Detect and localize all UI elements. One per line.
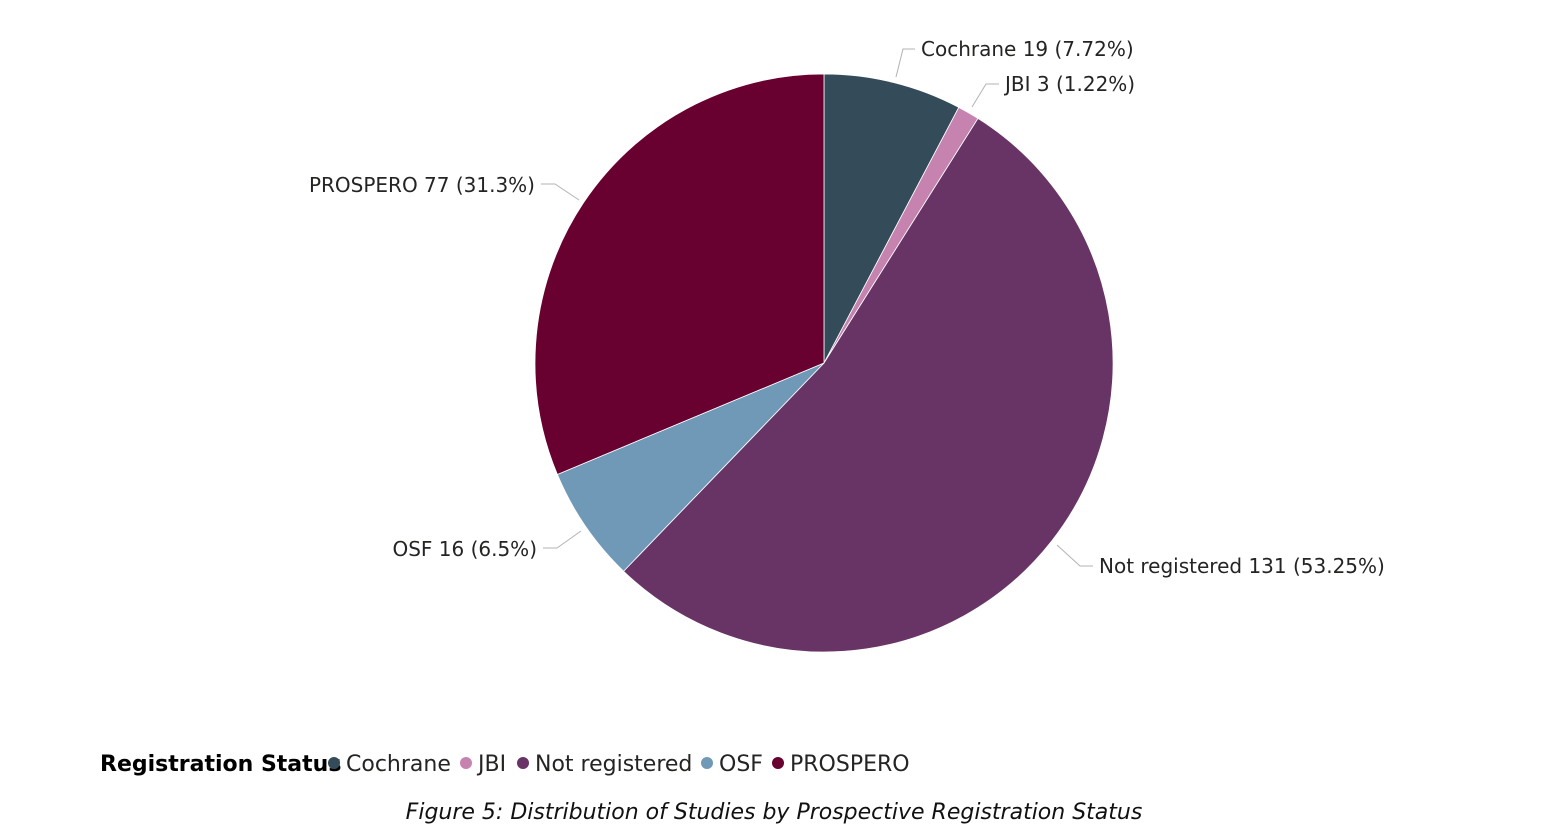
legend-items: Cochrane JBI Not registered OSF PROSPERO [328,752,910,777]
pie-slice-prospero [534,73,825,475]
pie-slice-cochrane [823,73,960,364]
legend-label: OSF [719,752,763,777]
figure-caption: Figure 5: Distribution of Studies by Pro… [405,800,1143,825]
leader-line [541,183,580,201]
data-labels: Cochrane 19 (7.72%) JBI 3 (1.22%) Not regi… [309,37,1385,578]
legend-marker [772,757,784,769]
legend-label: PROSPERO [790,752,910,777]
leader-lines [541,48,1093,567]
data-label: JBI 3 (1.22%) [1003,72,1135,96]
legend-marker [460,757,472,769]
data-label: Not registered 131 (53.25%) [1099,554,1385,578]
legend-marker [701,757,713,769]
data-label: Cochrane 19 (7.72%) [921,37,1134,61]
legend-label: Not registered [535,752,692,777]
legend-label: JBI [476,752,506,777]
legend-title: Registration Status [100,752,341,777]
pie-slices [534,73,1114,653]
legend: Registration Status Cochrane JBI Not regis… [100,752,910,777]
pie-chart: Cochrane 19 (7.72%) JBI 3 (1.22%) Not regi… [100,37,1385,777]
leader-line [895,48,915,78]
legend-label: Cochrane [346,752,451,777]
legend-marker [517,757,529,769]
data-label: OSF 16 (6.5%) [392,537,537,561]
data-label: PROSPERO 77 (31.3%) [309,173,535,197]
leader-line [1056,544,1093,567]
leader-line [971,83,999,108]
pie-slice-osf [556,362,825,572]
leader-line [543,530,582,549]
legend-marker [328,757,340,769]
pie-slice-not-registered [623,117,1114,653]
